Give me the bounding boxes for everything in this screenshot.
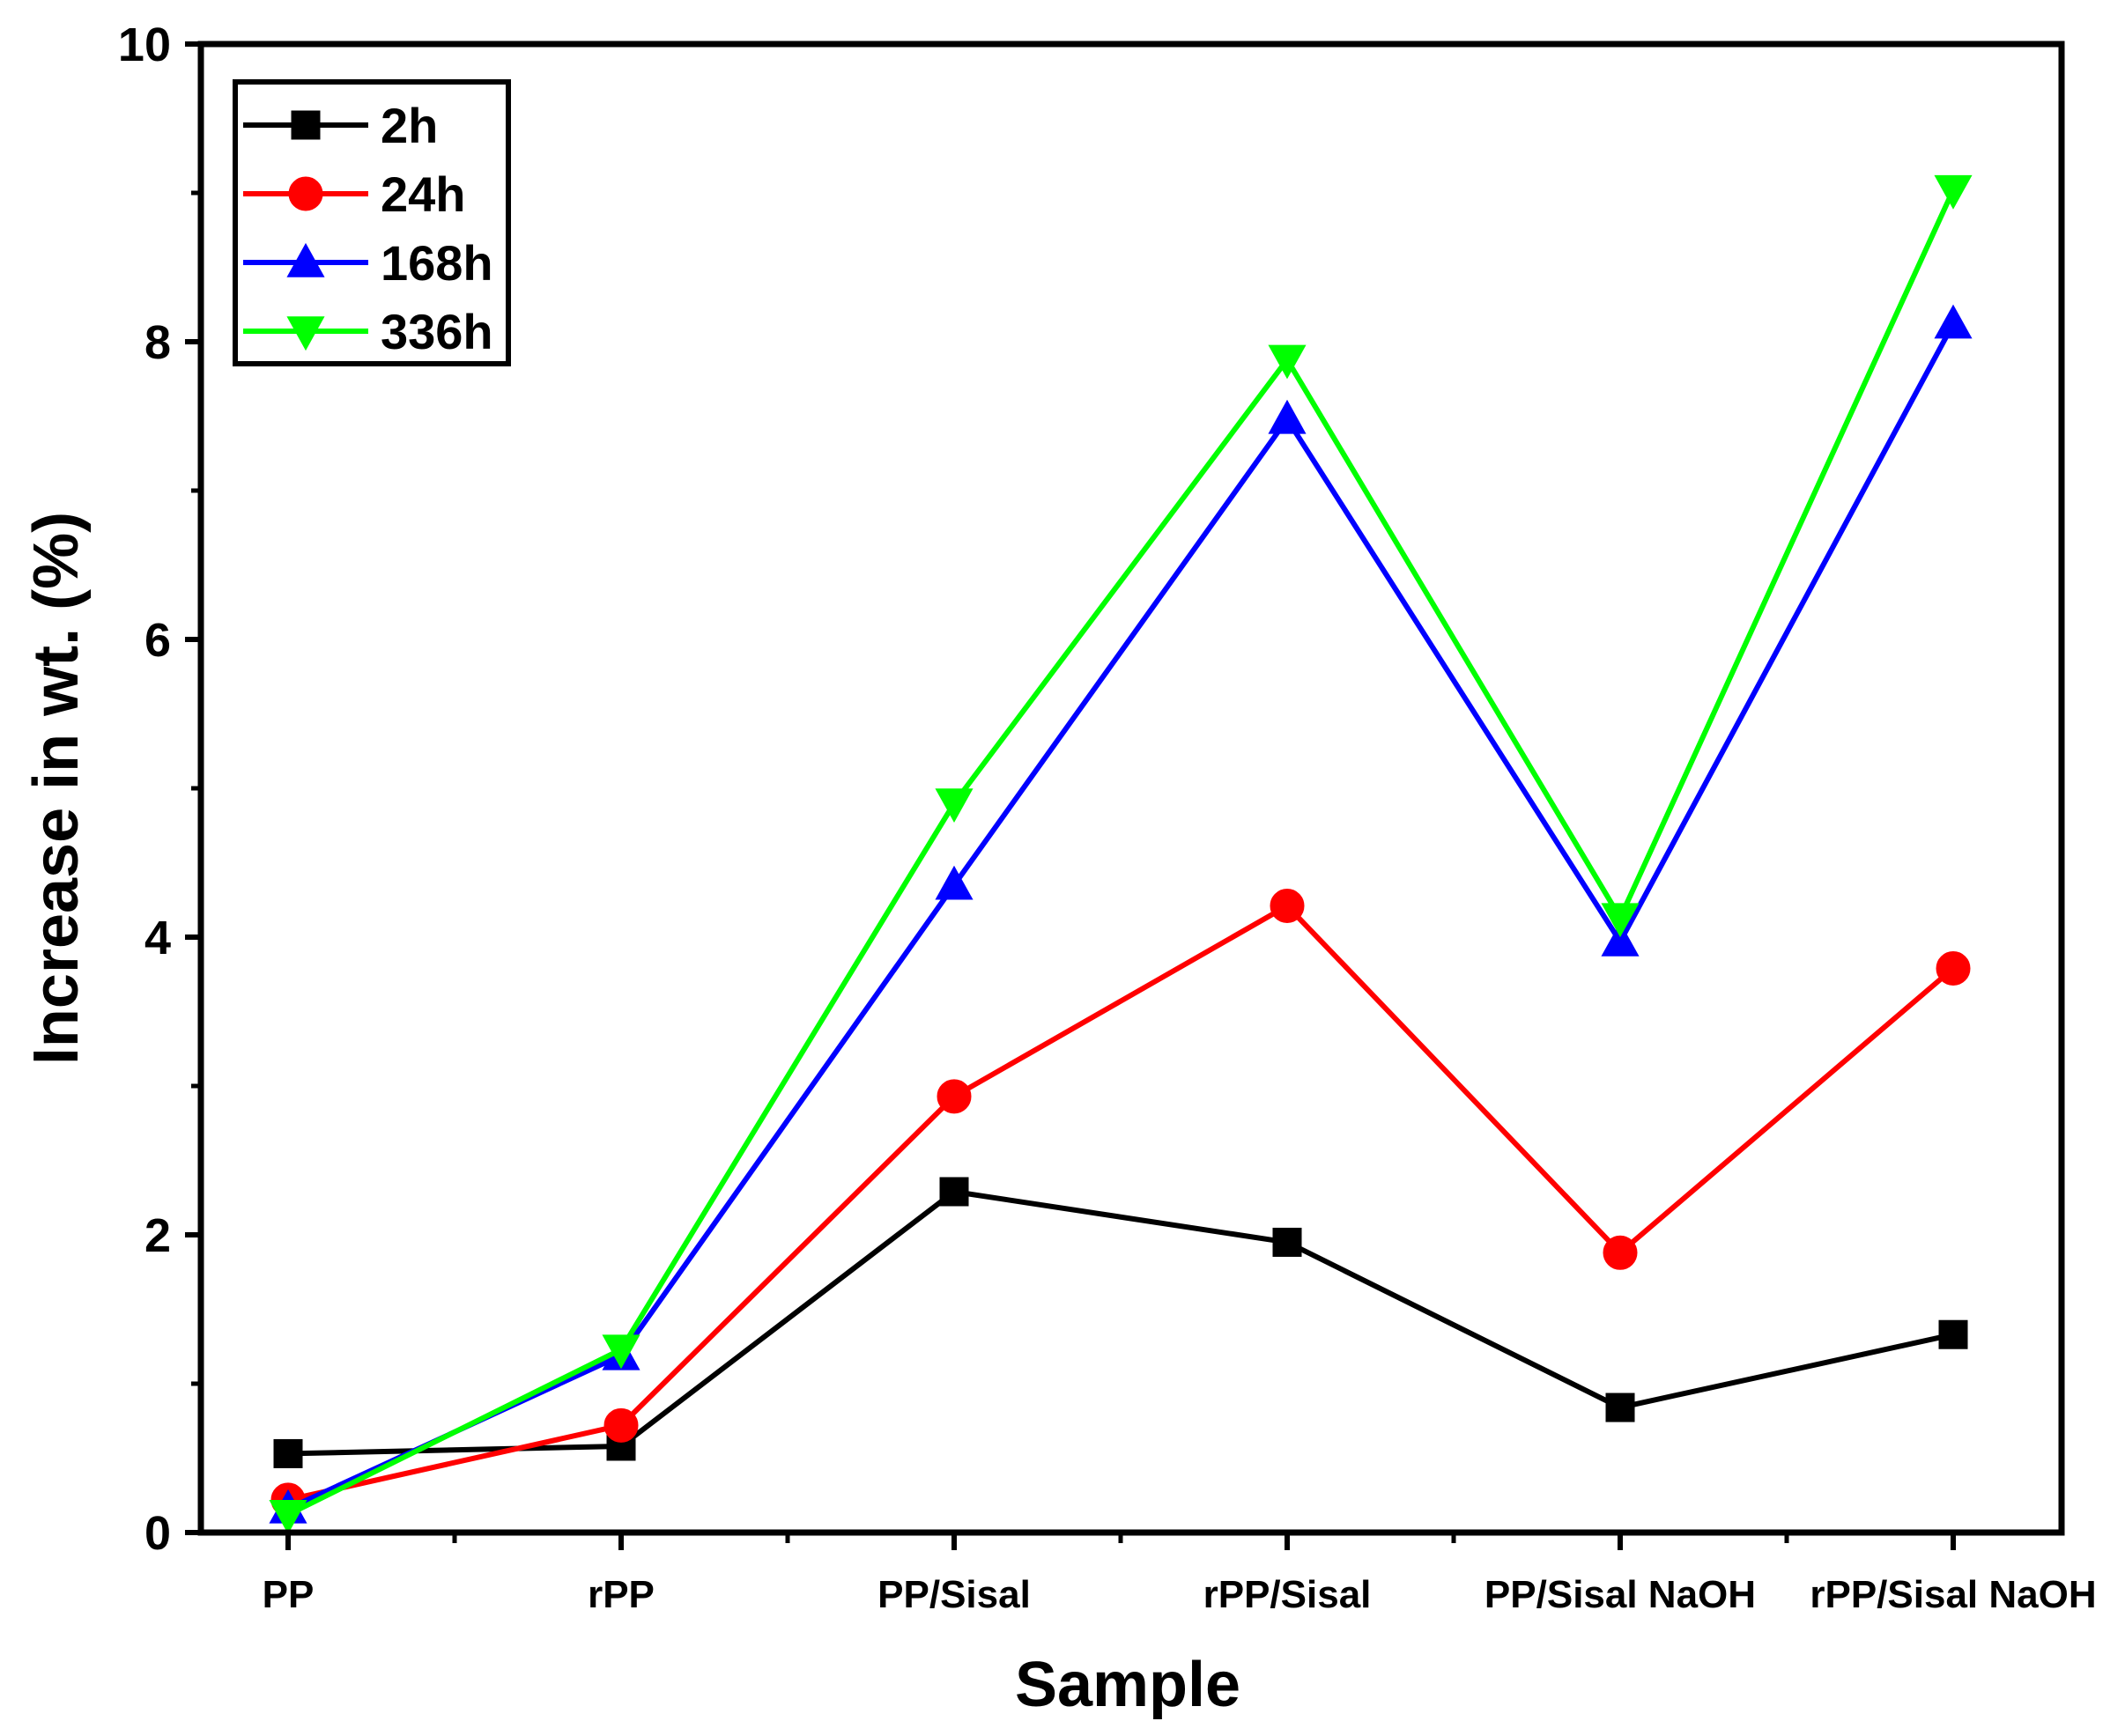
x-tick-label: rPP/Sisal bbox=[1203, 1573, 1372, 1616]
x-tick-label: PP/Sisal bbox=[877, 1573, 1031, 1616]
data-point-24h bbox=[1936, 950, 1971, 986]
data-point-168h bbox=[935, 865, 974, 900]
ticks-layer: 0 2 4 6 8 10 PP rPP PP/Sisal rPP/Sisal PP/Sisal Na… bbox=[118, 18, 2097, 1616]
data-point-24h bbox=[937, 1079, 972, 1114]
data-point-336h bbox=[1268, 344, 1307, 380]
data-point-336h bbox=[935, 788, 974, 823]
legend-label: 2h bbox=[381, 98, 438, 153]
y-tick-label: 6 bbox=[144, 614, 171, 667]
y-tick-label: 2 bbox=[144, 1209, 171, 1262]
legend-box bbox=[233, 79, 511, 366]
series-24h bbox=[270, 889, 1971, 1518]
y-tick-label: 0 bbox=[144, 1507, 171, 1560]
series-2h bbox=[273, 1177, 1968, 1468]
data-point-168h bbox=[1934, 304, 1973, 339]
data-point-336h bbox=[1934, 174, 1973, 210]
legend-marker bbox=[286, 316, 325, 351]
data-point-336h bbox=[269, 1500, 307, 1534]
legend-marker bbox=[291, 110, 321, 140]
legend-item-24h: 24h bbox=[243, 166, 466, 222]
y-axis-title: Increase in wt. (%) bbox=[21, 512, 92, 1065]
data-point-336h bbox=[1601, 903, 1640, 938]
legend-label: 24h bbox=[381, 166, 466, 222]
data-point-168h bbox=[1601, 921, 1640, 957]
legend-marker bbox=[288, 176, 323, 211]
data-point-2h bbox=[939, 1177, 969, 1207]
legend-item-336h: 336h bbox=[243, 304, 493, 359]
legend-label: 336h bbox=[381, 304, 493, 359]
series-168h bbox=[269, 304, 1973, 1524]
series-336h bbox=[269, 174, 1973, 1534]
legend-marker bbox=[286, 242, 325, 277]
x-tick-label: rPP bbox=[588, 1573, 655, 1616]
legend-item-168h: 168h bbox=[243, 235, 493, 291]
data-point-168h bbox=[1268, 399, 1307, 434]
series-line-2h bbox=[287, 1188, 1954, 1457]
y-tick-label: 8 bbox=[144, 316, 171, 369]
data-point-24h bbox=[603, 1407, 639, 1443]
data-point-336h bbox=[602, 1334, 640, 1370]
series-line-168h bbox=[286, 322, 1956, 1511]
x-tick-label: PP bbox=[263, 1573, 315, 1616]
series-line-24h bbox=[287, 903, 1955, 1503]
data-point-2h bbox=[273, 1438, 303, 1468]
data-point-24h bbox=[1603, 1235, 1638, 1270]
x-axis-title: Sample bbox=[1015, 1650, 1240, 1720]
y-tick-label: 10 bbox=[118, 18, 171, 71]
series-line-336h bbox=[286, 188, 1956, 1518]
data-point-2h bbox=[1938, 1319, 1968, 1349]
x-tick-label: PP/Sisal NaOH bbox=[1485, 1573, 1756, 1616]
y-tick-label: 4 bbox=[144, 912, 171, 964]
series-layer bbox=[269, 174, 1973, 1534]
legend: 2h 24h 168h 336h bbox=[233, 79, 511, 366]
x-tick-label: rPP/Sisal NaOH bbox=[1810, 1573, 2096, 1616]
data-point-2h bbox=[1605, 1392, 1635, 1422]
legend-item-2h: 2h bbox=[243, 98, 438, 153]
data-point-2h bbox=[1272, 1227, 1302, 1257]
legend-label: 168h bbox=[381, 235, 493, 291]
data-point-24h bbox=[1270, 889, 1305, 924]
